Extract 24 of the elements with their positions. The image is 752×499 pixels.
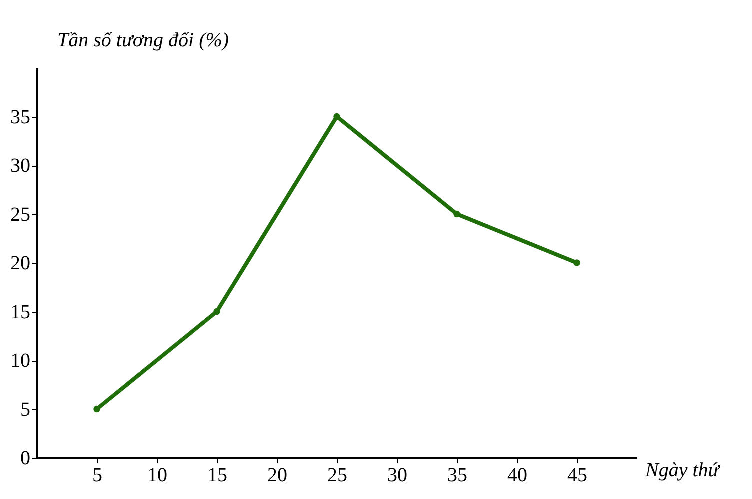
x-tick-label: 30 — [388, 464, 408, 486]
y-tick-label: 25 — [10, 204, 30, 226]
x-axis-title: Ngày thứ — [644, 460, 722, 482]
y-tick-label: 15 — [10, 301, 30, 324]
y-tick-label: 20 — [10, 252, 30, 274]
point — [94, 406, 100, 413]
y-tick-label: 10 — [10, 350, 30, 372]
x-tick-label: 45 — [568, 464, 588, 486]
y-axis-title: Tần số tương đối (%) — [58, 30, 230, 52]
y-tick-label: 35 — [10, 106, 30, 128]
x-tick-label: 20 — [268, 464, 288, 486]
x-tick-label: 40 — [508, 464, 528, 486]
point — [214, 308, 220, 316]
y-tick-label: 30 — [10, 155, 30, 177]
y-tick-label: 5 — [20, 398, 30, 421]
point — [334, 113, 340, 120]
y-tick-label: 0 — [20, 448, 30, 470]
point — [574, 260, 580, 266]
x-tick-label: 10 — [148, 464, 168, 486]
x-tick-label: 15 — [208, 464, 228, 486]
x-tick-label: 35 — [448, 464, 468, 486]
x-tick-label: 5 — [92, 464, 102, 486]
x-tick-label: 25 — [328, 464, 348, 486]
point — [454, 210, 460, 218]
